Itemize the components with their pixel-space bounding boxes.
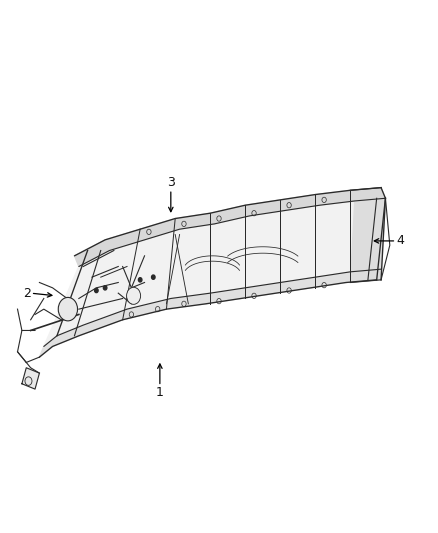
Text: 1: 1 bbox=[156, 386, 164, 399]
Polygon shape bbox=[276, 277, 315, 293]
Polygon shape bbox=[241, 282, 280, 298]
Circle shape bbox=[138, 278, 142, 282]
Polygon shape bbox=[22, 368, 39, 389]
Polygon shape bbox=[175, 213, 215, 229]
Polygon shape bbox=[245, 200, 285, 216]
Text: 3: 3 bbox=[167, 176, 175, 189]
Polygon shape bbox=[346, 269, 381, 282]
Polygon shape bbox=[311, 272, 350, 288]
Circle shape bbox=[103, 286, 107, 290]
Polygon shape bbox=[44, 198, 385, 346]
Polygon shape bbox=[53, 325, 83, 346]
Polygon shape bbox=[74, 240, 110, 266]
Polygon shape bbox=[315, 190, 355, 205]
Polygon shape bbox=[39, 336, 57, 357]
Circle shape bbox=[95, 288, 98, 293]
Polygon shape bbox=[350, 188, 385, 201]
Circle shape bbox=[152, 275, 155, 279]
Polygon shape bbox=[210, 205, 250, 224]
Polygon shape bbox=[206, 288, 245, 304]
Circle shape bbox=[58, 297, 78, 321]
Polygon shape bbox=[350, 198, 385, 282]
Polygon shape bbox=[79, 309, 127, 336]
Circle shape bbox=[127, 287, 141, 304]
Text: 2: 2 bbox=[23, 287, 31, 300]
Polygon shape bbox=[280, 195, 320, 211]
Polygon shape bbox=[140, 219, 180, 240]
Polygon shape bbox=[123, 298, 171, 320]
Polygon shape bbox=[166, 293, 210, 309]
Text: 4: 4 bbox=[396, 235, 404, 247]
Polygon shape bbox=[105, 229, 145, 251]
